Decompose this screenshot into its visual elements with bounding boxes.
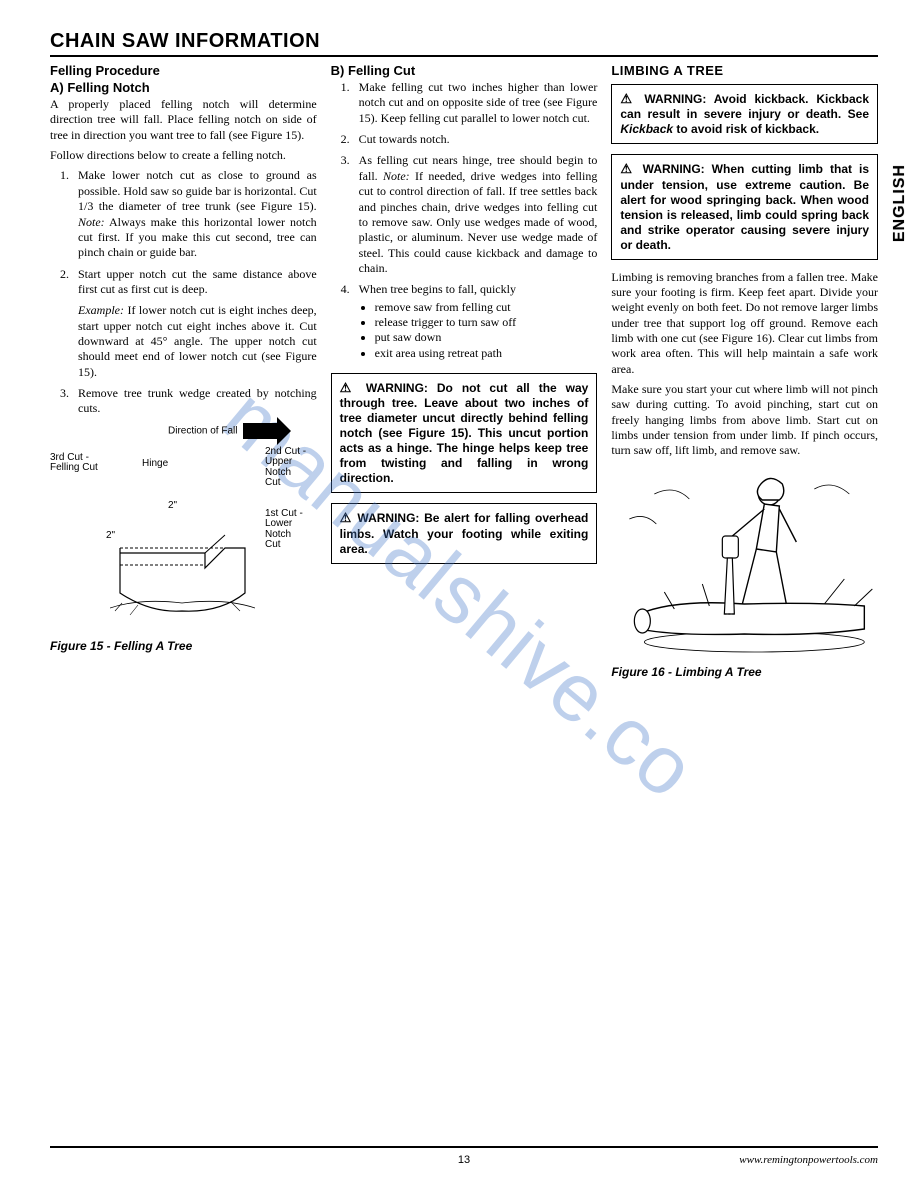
c1-li2: Start upper notch cut the same distance … [72,267,317,381]
c1-p1: A properly placed felling notch will det… [50,97,317,143]
warning-icon: ⚠ [620,161,635,176]
c2-h1: B) Felling Cut [331,63,598,78]
c1-h1: Felling Procedure [50,63,317,78]
c2-li3: As felling cut nears hinge, tree should … [353,153,598,276]
column-3: LIMBING A TREE ⚠ WARNING: Avoid kickback… [611,63,878,679]
warning-icon: ⚠ [340,510,353,525]
c1-h2: A) Felling Notch [50,80,317,95]
language-tab: ENGLISH [888,158,912,248]
page-footer: 13 www.remingtonpowertools.com [50,1146,878,1166]
warning-tension: ⚠ WARNING: When cutting limb that is und… [611,154,878,259]
c2-li4: When tree begins to fall, quickly remove… [353,282,598,361]
figure-16-caption: Figure 16 - Limbing A Tree [611,665,878,679]
warning-hinge: ⚠ WARNING: Do not cut all the way throug… [331,373,598,493]
figure-15: Direction of Fall 3rd Cut - Felling Cut … [50,423,317,633]
page-heading: CHAIN SAW INFORMATION [50,30,878,57]
page-number: 13 [458,1154,470,1166]
column-2: B) Felling Cut Make felling cut two inch… [331,63,598,679]
figure-16 [611,464,878,659]
c3-h1: LIMBING A TREE [611,63,878,78]
c2-li2: Cut towards notch. [353,132,598,147]
warning-kickback: ⚠ WARNING: Avoid kickback. Kickback can … [611,84,878,144]
warning-icon: ⚠ [620,91,636,106]
c2-li1: Make felling cut two inches higher than … [353,80,598,126]
warning-icon: ⚠ [340,380,357,395]
c1-li1: Make lower notch cut as close to ground … [72,168,317,260]
c1-li3: Remove tree trunk wedge created by notch… [72,386,317,417]
warning-overhead: ⚠ WARNING: Be alert for falling overhead… [331,503,598,563]
footer-url: www.remingtonpowertools.com [739,1154,878,1166]
c1-p2: Follow directions below to create a fell… [50,148,317,163]
c3-p2: Make sure you start your cut where limb … [611,382,878,459]
figure-15-caption: Figure 15 - Felling A Tree [50,639,317,653]
c3-p1: Limbing is removing branches from a fall… [611,270,878,378]
column-1: Felling Procedure A) Felling Notch A pro… [50,63,317,679]
